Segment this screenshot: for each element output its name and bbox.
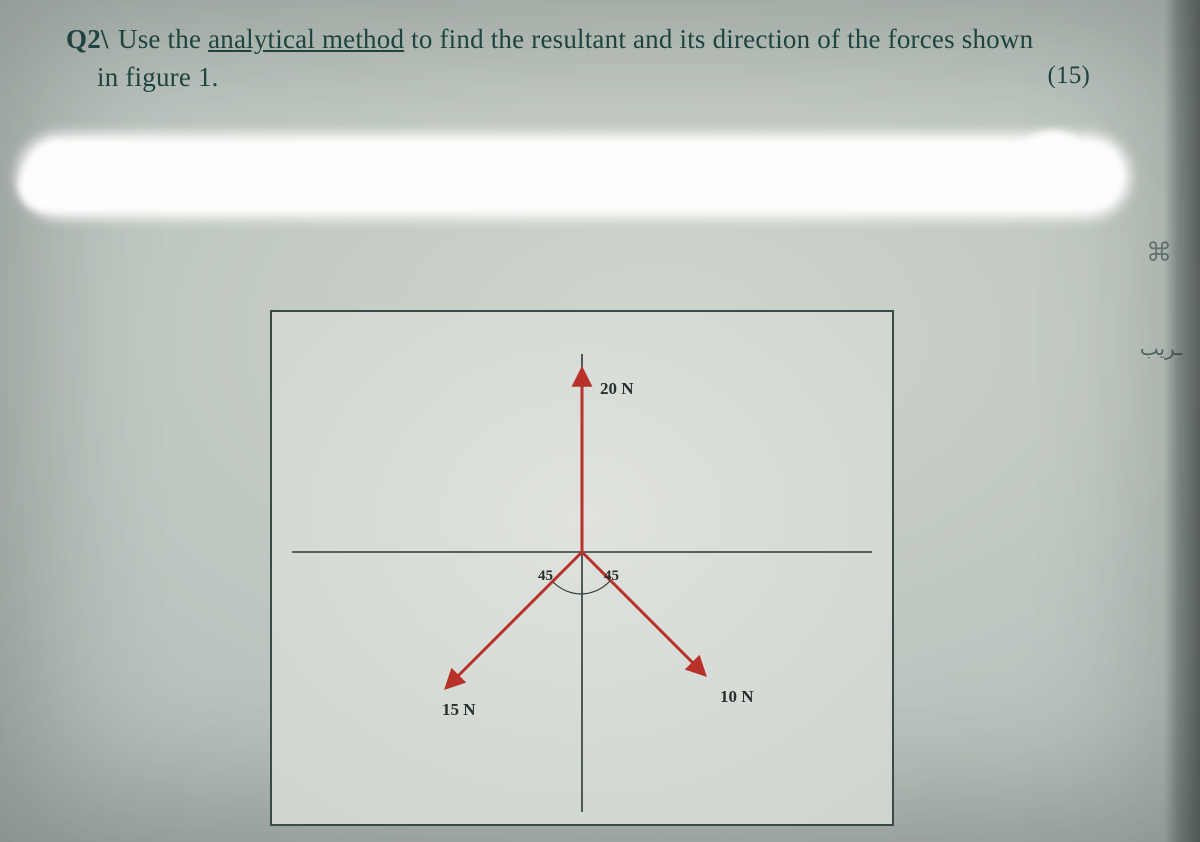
force-10n-down-right [582, 552, 704, 674]
redaction-smear [24, 140, 1124, 212]
force-label-15n: 15 N [442, 700, 476, 719]
angle-label-left: 45 [538, 568, 553, 584]
figure-1-panel: 45 45 20 N 15 N 10 N [270, 310, 894, 826]
force-label-10n: 10 N [720, 687, 754, 706]
angle-label-right: 45 [604, 568, 619, 584]
q-line1-post: to find the resultant and its direction … [404, 24, 1033, 54]
page-right-shadow [1164, 0, 1200, 842]
q-line1-underlined: analytical method [208, 24, 404, 54]
scanned-page: Q2\ Use the analytical method to find th… [0, 0, 1200, 842]
question-line-2: in figure 1. [97, 62, 219, 93]
force-label-20n: 20 N [600, 379, 634, 398]
question-number: Q2\ [66, 24, 109, 55]
angle-arc-left-45 [553, 582, 582, 594]
force-15n-down-left [447, 552, 582, 687]
question-line-1: Use the analytical method to find the re… [118, 24, 1033, 55]
q-line1-pre: Use the [118, 24, 208, 54]
force-diagram-svg: 45 45 20 N 15 N 10 N [272, 312, 892, 824]
question-marks: (15) [1048, 62, 1090, 90]
